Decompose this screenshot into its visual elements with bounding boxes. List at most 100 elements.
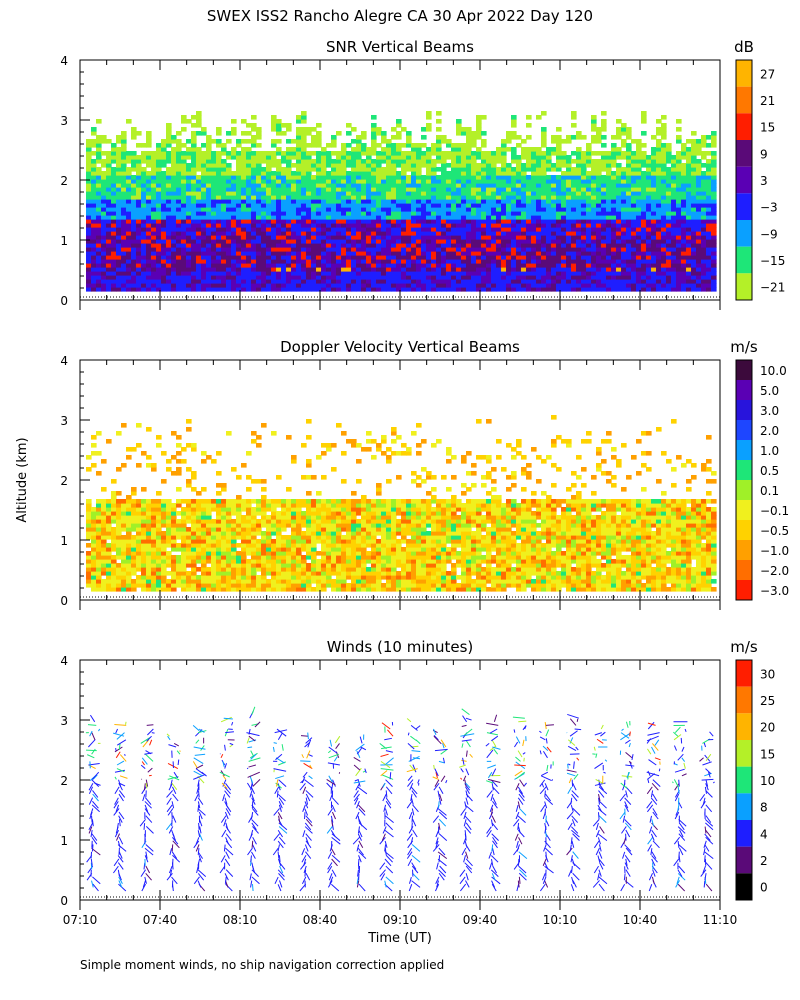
heatmap-cell	[201, 255, 207, 260]
heatmap-cell	[201, 167, 207, 172]
heatmap-cell	[416, 219, 422, 224]
heatmap-cell	[236, 183, 242, 188]
heatmap-cell	[251, 167, 257, 172]
heatmap-cell	[316, 211, 322, 216]
heatmap-cell	[551, 287, 557, 292]
heatmap-cell	[456, 143, 462, 148]
heatmap-cell	[311, 283, 317, 288]
heatmap-cell	[601, 127, 607, 132]
heatmap-cell	[666, 219, 672, 224]
heatmap-cell	[406, 187, 412, 192]
heatmap-cell	[261, 251, 267, 256]
heatmap-cell	[676, 119, 682, 124]
heatmap-cell	[576, 147, 582, 152]
heatmap-cell	[426, 227, 432, 232]
heatmap-cell	[176, 171, 182, 176]
heatmap-cell	[401, 263, 407, 268]
heatmap-cell	[436, 203, 442, 208]
heatmap-cell	[226, 219, 232, 224]
heatmap-cell	[231, 211, 237, 216]
heatmap-cell	[651, 255, 657, 260]
heatmap-cell	[571, 255, 577, 260]
heatmap-cell	[611, 227, 617, 232]
heatmap-cell	[436, 191, 442, 196]
heatmap-cell	[91, 227, 97, 232]
heatmap-cell	[441, 271, 447, 276]
heatmap-cell	[186, 275, 192, 280]
heatmap-cell	[426, 259, 432, 264]
heatmap-cell	[556, 271, 562, 276]
heatmap-cell	[661, 259, 667, 264]
heatmap-cell	[606, 255, 612, 260]
heatmap-cell	[536, 215, 542, 220]
heatmap-cell	[686, 163, 692, 168]
heatmap-cell	[281, 227, 287, 232]
heatmap-cell	[651, 227, 657, 232]
heatmap-cell	[396, 135, 402, 140]
heatmap-cell	[191, 199, 197, 204]
heatmap-cell	[201, 163, 207, 168]
heatmap-cell	[676, 267, 682, 272]
heatmap-cell	[471, 159, 477, 164]
heatmap-cell	[386, 159, 392, 164]
heatmap-cell	[341, 279, 347, 284]
heatmap-cell	[576, 255, 582, 260]
heatmap-cell	[531, 267, 537, 272]
heatmap-cell	[606, 175, 612, 180]
heatmap-cell	[106, 259, 112, 264]
heatmap-cell	[696, 159, 702, 164]
heatmap-cell	[116, 183, 122, 188]
heatmap-cell	[536, 191, 542, 196]
heatmap-cell	[471, 131, 477, 136]
heatmap-cell	[306, 215, 312, 220]
heatmap-cell	[571, 167, 577, 172]
heatmap-cell	[136, 271, 142, 276]
heatmap-cell	[561, 267, 567, 272]
heatmap-cell	[601, 187, 607, 192]
heatmap-cell	[221, 235, 227, 240]
heatmap-cell	[246, 283, 252, 288]
heatmap-cell	[586, 147, 592, 152]
heatmap-cell	[171, 279, 177, 284]
heatmap-cell	[111, 247, 117, 252]
heatmap-cell	[336, 271, 342, 276]
heatmap-cell	[521, 239, 527, 244]
heatmap-cell	[191, 247, 197, 252]
heatmap-cell	[151, 255, 157, 260]
heatmap-cell	[96, 167, 102, 172]
heatmap-cell	[466, 183, 472, 188]
heatmap-cell	[551, 175, 557, 180]
heatmap-cell	[466, 203, 472, 208]
heatmap-cell	[436, 227, 442, 232]
heatmap-cell	[401, 195, 407, 200]
heatmap-cell	[346, 199, 352, 204]
heatmap-cell	[386, 243, 392, 248]
heatmap-cell	[121, 283, 127, 288]
heatmap-cell	[106, 515, 112, 520]
heatmap-cell	[276, 235, 282, 240]
heatmap-cell	[381, 195, 387, 200]
heatmap-cell	[496, 187, 502, 192]
heatmap-cell	[611, 279, 617, 284]
heatmap-cell	[331, 203, 337, 208]
heatmap-cell	[611, 239, 617, 244]
heatmap-cell	[206, 275, 212, 280]
heatmap-cell	[551, 183, 557, 188]
heatmap-cell	[436, 223, 442, 228]
heatmap-cell	[106, 255, 112, 260]
heatmap-cell	[371, 243, 377, 248]
heatmap-cell	[301, 243, 307, 248]
heatmap-cell	[641, 219, 647, 224]
heatmap-cell	[481, 267, 487, 272]
heatmap-cell	[206, 287, 212, 292]
heatmap-cell	[286, 283, 292, 288]
heatmap-cell	[596, 175, 602, 180]
heatmap-cell	[116, 155, 122, 160]
heatmap-cell	[546, 227, 552, 232]
heatmap-cell	[121, 135, 127, 140]
heatmap-cell	[511, 239, 517, 244]
heatmap-cell	[336, 163, 342, 168]
heatmap-cell	[376, 207, 382, 212]
heatmap-cell	[621, 255, 627, 260]
heatmap-cell	[596, 271, 602, 276]
